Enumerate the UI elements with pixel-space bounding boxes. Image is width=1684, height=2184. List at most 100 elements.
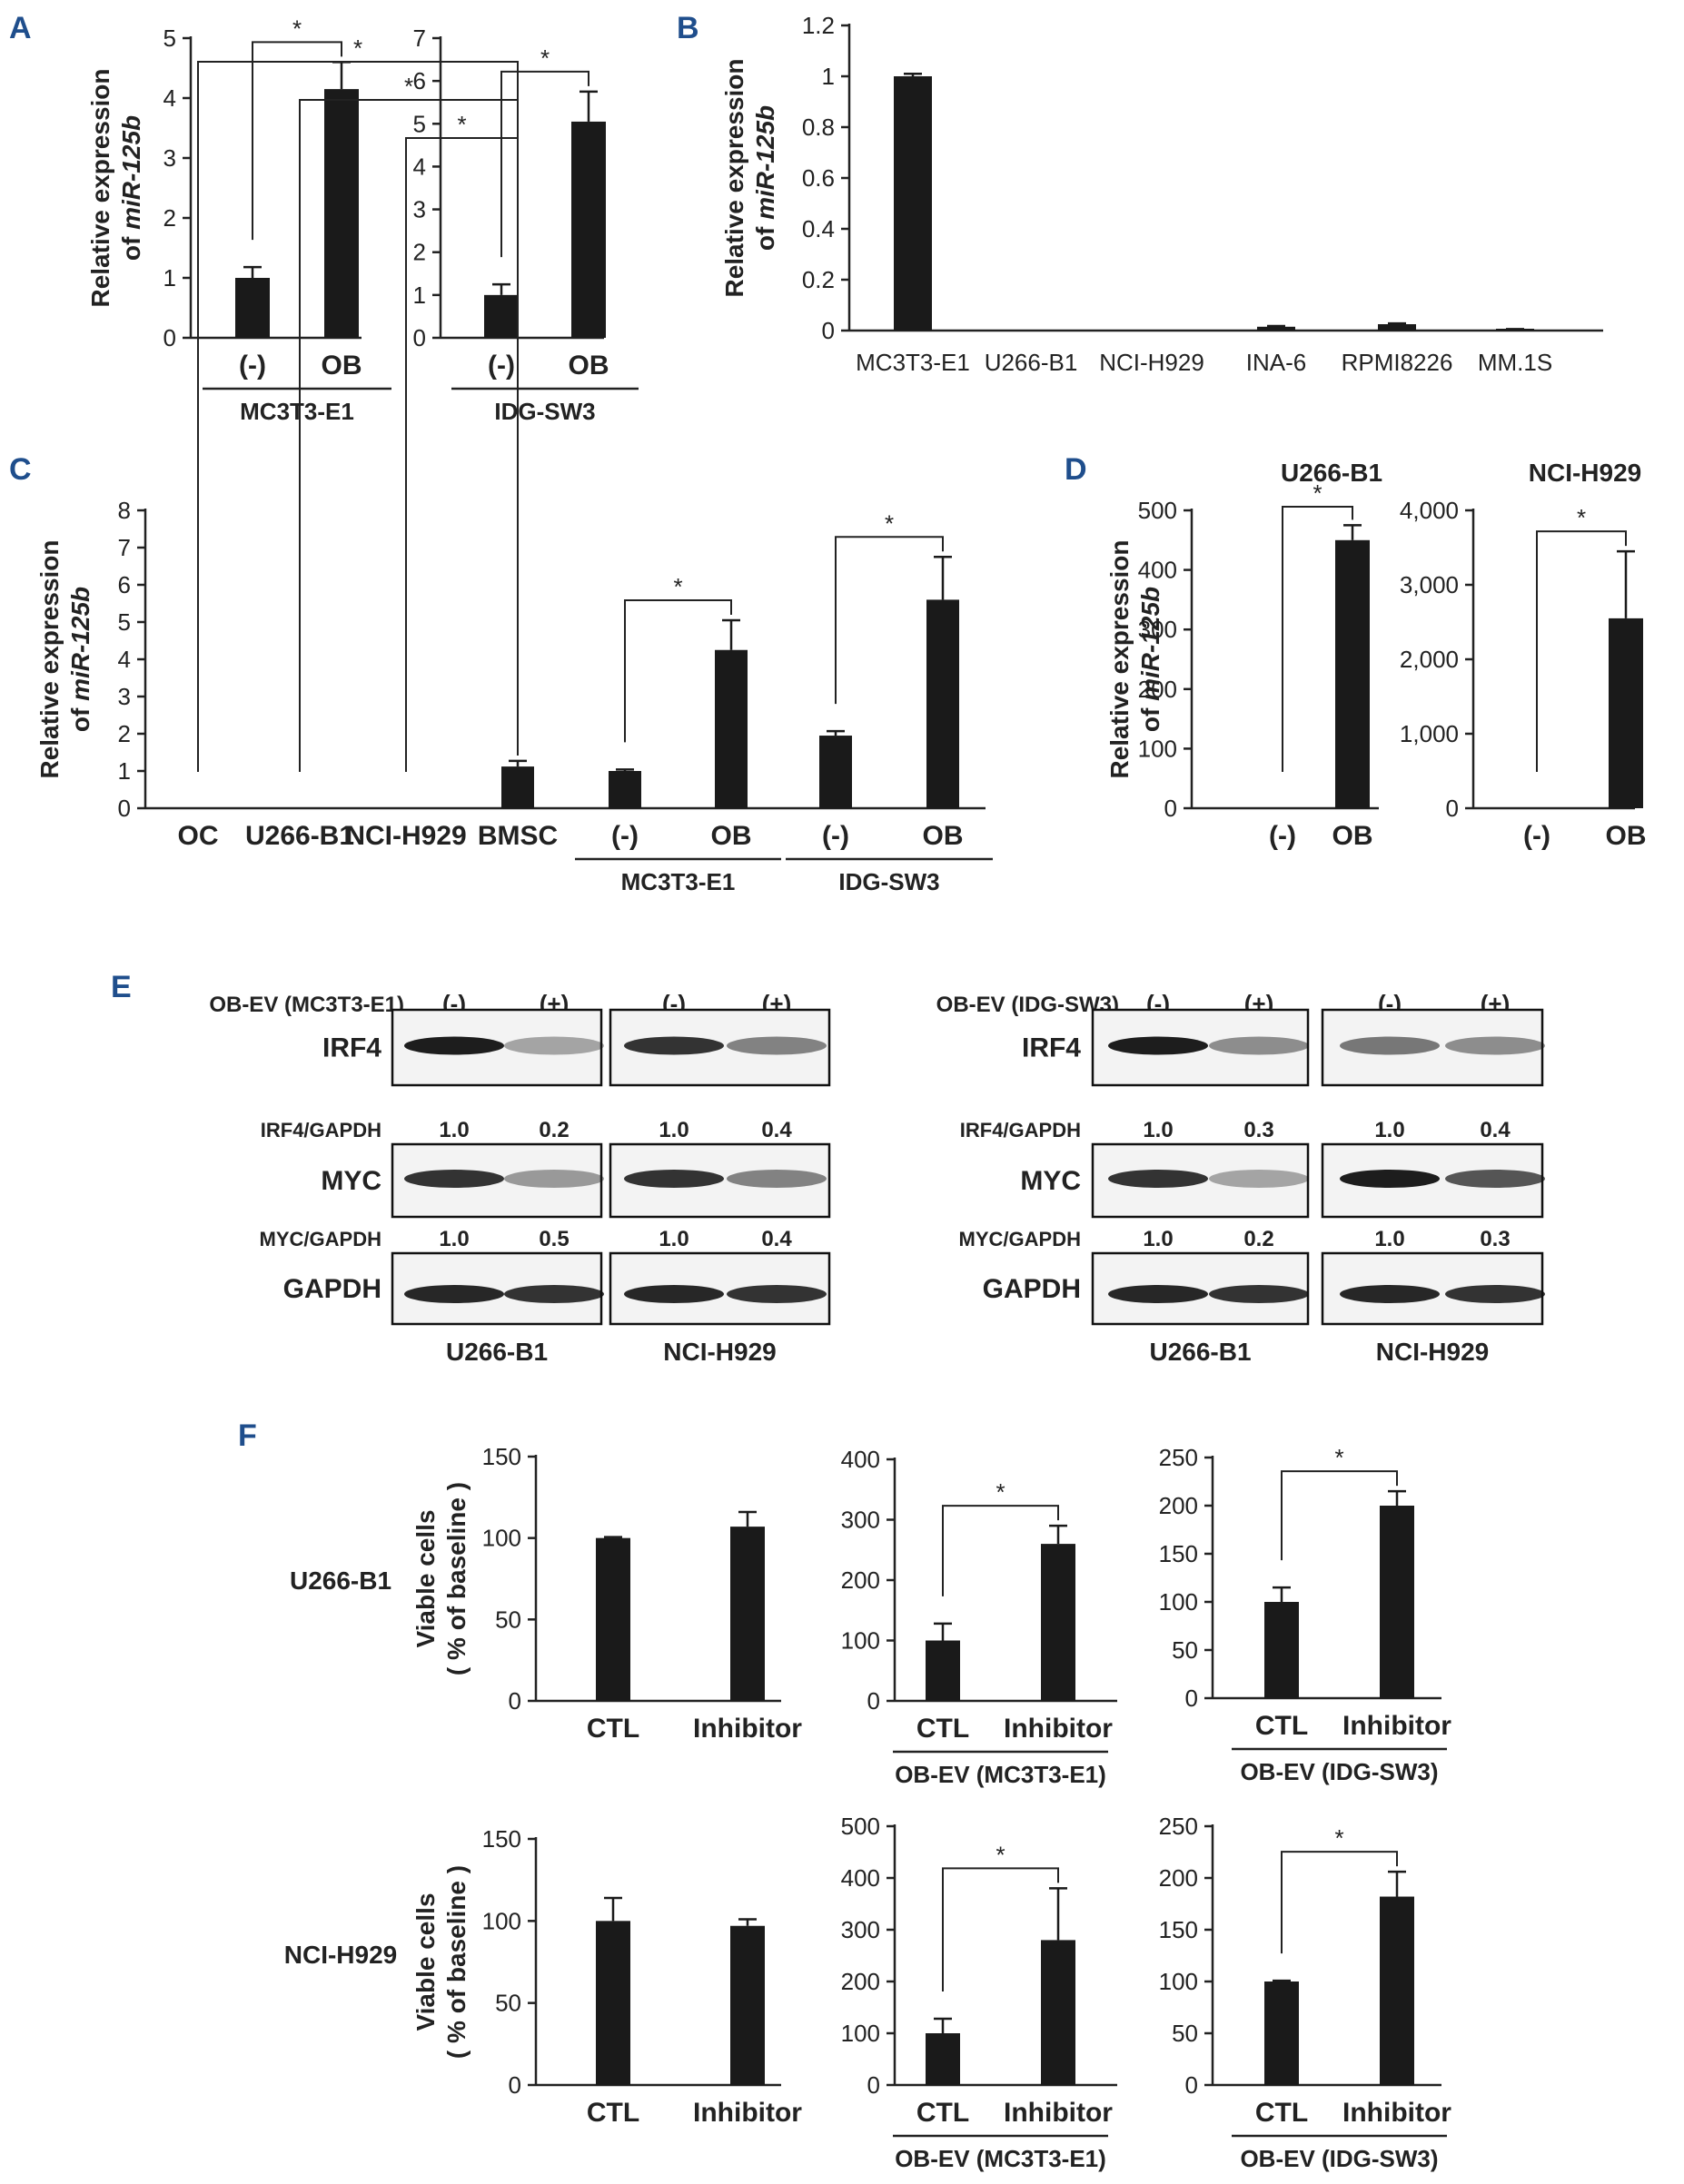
y-tick-label: 0: [867, 1687, 880, 1715]
ratio-value: 0.3: [1243, 1118, 1273, 1142]
y-tick-label: 150: [482, 1825, 521, 1853]
y-tick-label: 4: [163, 84, 176, 112]
y-axis-label: Relative expression: [1105, 539, 1134, 778]
y-axis-label-gene: miR-125b: [117, 115, 145, 230]
bar: [819, 736, 852, 808]
ratio-value: 0.3: [1480, 1227, 1510, 1251]
y-tick-label: 300: [841, 1916, 880, 1943]
x-tick-label: MC3T3-E1: [856, 349, 970, 376]
x-tick-label: CTL: [916, 1714, 969, 1744]
x-tick-label: NCI-H929: [1099, 349, 1204, 376]
bar: [596, 1921, 630, 2085]
y-axis-label-prefix: of: [1136, 701, 1164, 732]
significance-star: *: [353, 35, 362, 62]
blot-band: [1108, 1170, 1208, 1188]
y-axis-label-line2: ( % of baseline ): [442, 1482, 471, 1675]
significance-star: *: [996, 1841, 1005, 1868]
protein-label: MYC: [321, 1166, 381, 1196]
ratio-value: 0.5: [539, 1227, 569, 1251]
group-label: MC3T3-E1: [240, 398, 354, 425]
blot-band: [1445, 1036, 1545, 1055]
blot-band: [504, 1285, 604, 1303]
bar: [1378, 324, 1416, 331]
x-tick-label: Inhibitor: [693, 2098, 802, 2128]
significance-bracket: [1282, 506, 1353, 772]
x-tick-label: RPMI8226: [1342, 349, 1453, 376]
x-tick-label: CTL: [1255, 2098, 1308, 2128]
x-tick-label: (-): [1523, 821, 1550, 851]
y-tick-label: 7: [413, 25, 426, 52]
y-axis-label-line2: of miR-125b: [1136, 587, 1164, 732]
y-tick-label: 100: [1159, 1968, 1198, 1995]
bar: [730, 1925, 765, 2085]
y-axis-label: Relative expression: [720, 58, 748, 297]
x-tick-label: OB: [569, 351, 609, 380]
y-tick-label: 500: [841, 1813, 880, 1840]
chart-b: 0 0.2 0.4 0.6 0.8 1 1.2 MC3T3-E1 U266-B1 NCI-H929…: [720, 12, 1603, 376]
protein-label: IRF4: [1022, 1033, 1081, 1063]
y-tick-label: 400: [841, 1446, 880, 1473]
protein-label: MYC: [1020, 1166, 1081, 1196]
y-tick-label: 5: [413, 110, 426, 137]
y-tick-label: 3: [163, 144, 176, 172]
significance-star: *: [292, 15, 302, 42]
blot-band: [1340, 1036, 1440, 1055]
blot-band: [504, 1170, 604, 1188]
significance-bracket: [624, 598, 732, 743]
x-tick-label: INA-6: [1246, 349, 1306, 376]
bar: [1264, 1981, 1299, 2085]
blot-band: [1340, 1170, 1440, 1188]
y-tick-label: 0: [509, 2071, 521, 2099]
y-tick-label: 150: [1159, 1916, 1198, 1943]
western-blot-right: OB-EV (IDG-SW3) (-) (+) (-) (+)IRF4IRF4/GAPD…: [936, 990, 1545, 1366]
y-tick-label: 2,000: [1400, 646, 1459, 673]
cell-line-label: U266-B1: [1149, 1338, 1251, 1366]
blot-band: [404, 1036, 504, 1055]
ratio-value: 1.0: [1143, 1227, 1173, 1251]
y-tick-label: 0: [822, 317, 835, 344]
y-tick-label: 300: [841, 1507, 880, 1534]
y-tick-label: 0: [867, 2071, 880, 2099]
y-tick-label: 6: [413, 67, 426, 94]
bar: [926, 1640, 960, 1701]
significance-star: *: [673, 573, 682, 600]
x-tick-label: Inhibitor: [1342, 2098, 1451, 2128]
y-tick-label: 200: [1159, 1864, 1198, 1892]
panel-letter-d: D: [1065, 452, 1087, 487]
x-tick-label: OB: [1332, 821, 1373, 851]
y-axis-label-line2: ( % of baseline ): [442, 1865, 471, 2059]
x-tick-label: OB: [711, 821, 752, 851]
y-tick-label: 200: [1159, 1492, 1198, 1519]
chart-f3: 0 50 100 150 200 250 CTL Inhibitor OB-EV (IDG-SW…: [1159, 1444, 1452, 1785]
significance-bracket: [1536, 530, 1627, 772]
panel-letter-a: A: [9, 11, 32, 45]
x-tick-label: Inhibitor: [1004, 2098, 1113, 2128]
y-axis-label-gene: miR-125b: [66, 587, 94, 701]
significance-bracket: [500, 70, 589, 258]
bar: [235, 278, 270, 338]
group-label: OB-EV (IDG-SW3): [1240, 2145, 1438, 2172]
row-label: U266-B1: [290, 1566, 391, 1595]
y-tick-label: 500: [1138, 497, 1177, 524]
bar: [1380, 1896, 1414, 2085]
blot-band: [1209, 1170, 1309, 1188]
x-tick-label: U266-B1: [245, 821, 354, 851]
chart-f2: 0 100 200 300 400 CTL Inhibitor OB-EV (MC3T3-E1…: [841, 1446, 1117, 1788]
y-tick-label: 0.8: [802, 114, 835, 141]
bar: [715, 649, 748, 808]
y-tick-label: 50: [495, 1606, 521, 1633]
y-tick-label: 0.2: [802, 266, 835, 293]
y-tick-label: 0: [1185, 2071, 1198, 2099]
bar: [1257, 326, 1295, 331]
condition-label: OB-EV (MC3T3-E1): [209, 993, 404, 1017]
ratio-value: 0.4: [1480, 1118, 1511, 1142]
y-tick-label: 50: [495, 1990, 521, 2017]
y-axis-label-prefix: of: [117, 230, 145, 261]
chart-f5: 0 100 200 300 400 500 CTL Inhibitor OB-EV (MC3T3…: [841, 1813, 1117, 2172]
western-blot-left: OB-EV (MC3T3-E1) (-) (+) (-) (+)IRF4IRF4/GAP…: [209, 990, 831, 1366]
y-axis-label-line2: of miR-125b: [751, 105, 779, 251]
ratio-value: 1.0: [1374, 1118, 1404, 1142]
group-label: OB-EV (IDG-SW3): [1240, 1758, 1438, 1785]
y-tick-label: 1,000: [1400, 720, 1459, 747]
